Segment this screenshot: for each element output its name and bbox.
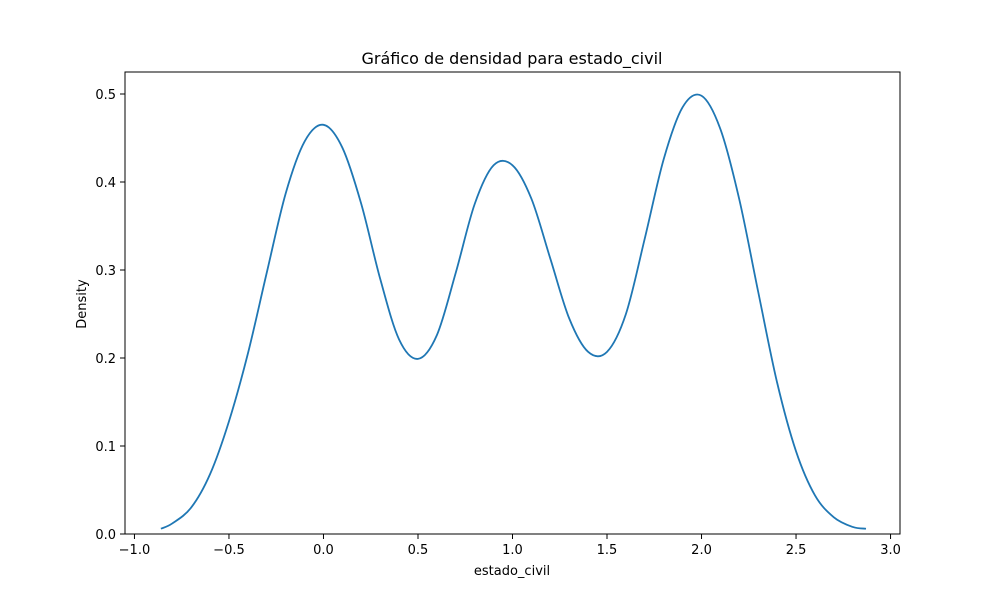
y-tick-label: 0.5: [95, 88, 116, 103]
y-tick-label: 0.3: [95, 264, 116, 279]
y-tick-label: 0.2: [95, 352, 116, 367]
plot-frame: [124, 71, 901, 535]
x-axis-title: estado_civil: [474, 564, 550, 579]
x-tick-label: 2.5: [786, 543, 807, 558]
x-tick-label: 2.0: [691, 543, 712, 558]
x-tick-label: 3.0: [880, 543, 901, 558]
y-tick-label: 0.1: [95, 440, 116, 455]
x-tick-label: 0.0: [313, 543, 334, 558]
y-tick-label: 0.0: [95, 528, 116, 543]
x-tick-label: 1.5: [597, 543, 618, 558]
x-tick-label: 1.0: [502, 543, 523, 558]
x-tick-label: −1.0: [119, 543, 151, 558]
x-tick-label: 0.5: [408, 543, 429, 558]
plot-area: [160, 93, 867, 530]
axes: −1.0 −0.5 0.0 0.5 1.0 1.5 2.0 2.5 3.0 0.0 0.1 0.2 0.…: [95, 71, 901, 558]
x-tick-label: −0.5: [213, 543, 245, 558]
chart-title: Gráfico de densidad para estado_civil: [362, 49, 663, 69]
density-line: [160, 93, 867, 530]
y-axis-title: Density: [75, 279, 90, 329]
y-tick-label: 0.4: [95, 176, 116, 191]
